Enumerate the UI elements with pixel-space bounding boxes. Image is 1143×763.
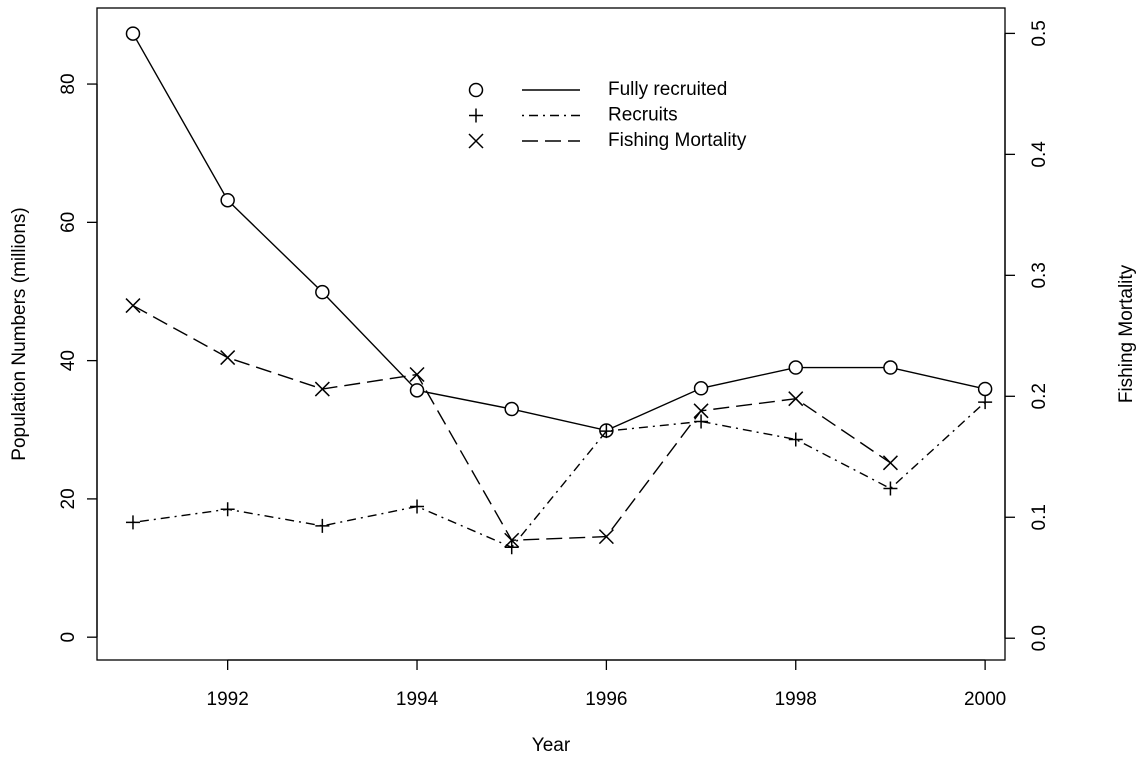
y-tick-label: 60	[58, 212, 79, 233]
x-tick-label: 1998	[775, 689, 817, 710]
marker-bg	[410, 383, 424, 397]
data-point	[220, 192, 235, 208]
marker-bg	[789, 361, 803, 375]
y-tick-label: 20	[58, 488, 79, 509]
plot-frame	[96, 7, 1006, 661]
data-point	[882, 455, 898, 471]
data-point	[314, 381, 330, 397]
data-point	[694, 414, 709, 429]
marker-bg	[221, 193, 235, 207]
data-point	[125, 298, 141, 314]
data-point	[598, 529, 614, 545]
x-tick-label: 1994	[396, 689, 439, 710]
data-point	[504, 532, 520, 548]
legend-marker	[468, 133, 484, 149]
data-point	[788, 360, 804, 375]
legend-marker	[469, 108, 483, 123]
legend-label: Fully recruited	[608, 79, 727, 100]
y2-axis-label: Fishing Mortality	[1116, 264, 1137, 403]
data-point	[504, 401, 519, 417]
y-tick-label: 0	[58, 632, 79, 643]
legend-label: Recruits	[608, 105, 678, 126]
y2-tick-label: 0.2	[1029, 383, 1050, 409]
marker-bg	[315, 285, 329, 299]
marker-bg	[126, 27, 140, 41]
legend-label: Fishing Mortality	[608, 130, 747, 151]
data-point	[125, 515, 140, 530]
data-point	[693, 381, 709, 396]
data-point	[220, 502, 235, 517]
data-point	[315, 518, 330, 533]
data-point	[409, 366, 425, 383]
y2-tick-label: 0.5	[1029, 20, 1050, 46]
marker-bg	[694, 381, 708, 395]
y2-tick-label: 0.4	[1029, 141, 1050, 168]
data-point	[315, 284, 330, 300]
data-point	[220, 350, 236, 366]
data-point	[693, 403, 709, 419]
series-line	[132, 304, 891, 541]
data-point	[409, 383, 425, 398]
data-point	[883, 360, 898, 375]
data-point	[978, 395, 993, 410]
legend-marker	[468, 82, 484, 98]
y-tick-label: 40	[58, 350, 79, 371]
data-point	[788, 391, 804, 407]
data-point	[599, 424, 614, 439]
data-point	[410, 499, 425, 514]
y-axis-label: Population Numbers (millions)	[9, 207, 30, 460]
marker-bg	[978, 382, 992, 396]
series-line	[132, 401, 986, 549]
data-point	[788, 432, 803, 447]
x-tick-label: 1996	[585, 689, 627, 710]
y2-tick-label: 0.1	[1029, 504, 1050, 530]
y-tick-label: 80	[58, 73, 79, 94]
marker-bg	[883, 361, 897, 375]
y2-tick-label: 0.3	[1029, 262, 1050, 288]
data-point	[125, 26, 141, 41]
y2-tick-label: 0.0	[1029, 625, 1050, 651]
x-tick-label: 2000	[964, 689, 1006, 710]
data-point	[883, 481, 898, 496]
x-axis-label: Year	[532, 735, 571, 756]
x-tick-label: 1992	[207, 689, 249, 710]
marker-bg	[505, 402, 519, 416]
data-point	[504, 540, 519, 555]
series-line	[132, 33, 986, 432]
